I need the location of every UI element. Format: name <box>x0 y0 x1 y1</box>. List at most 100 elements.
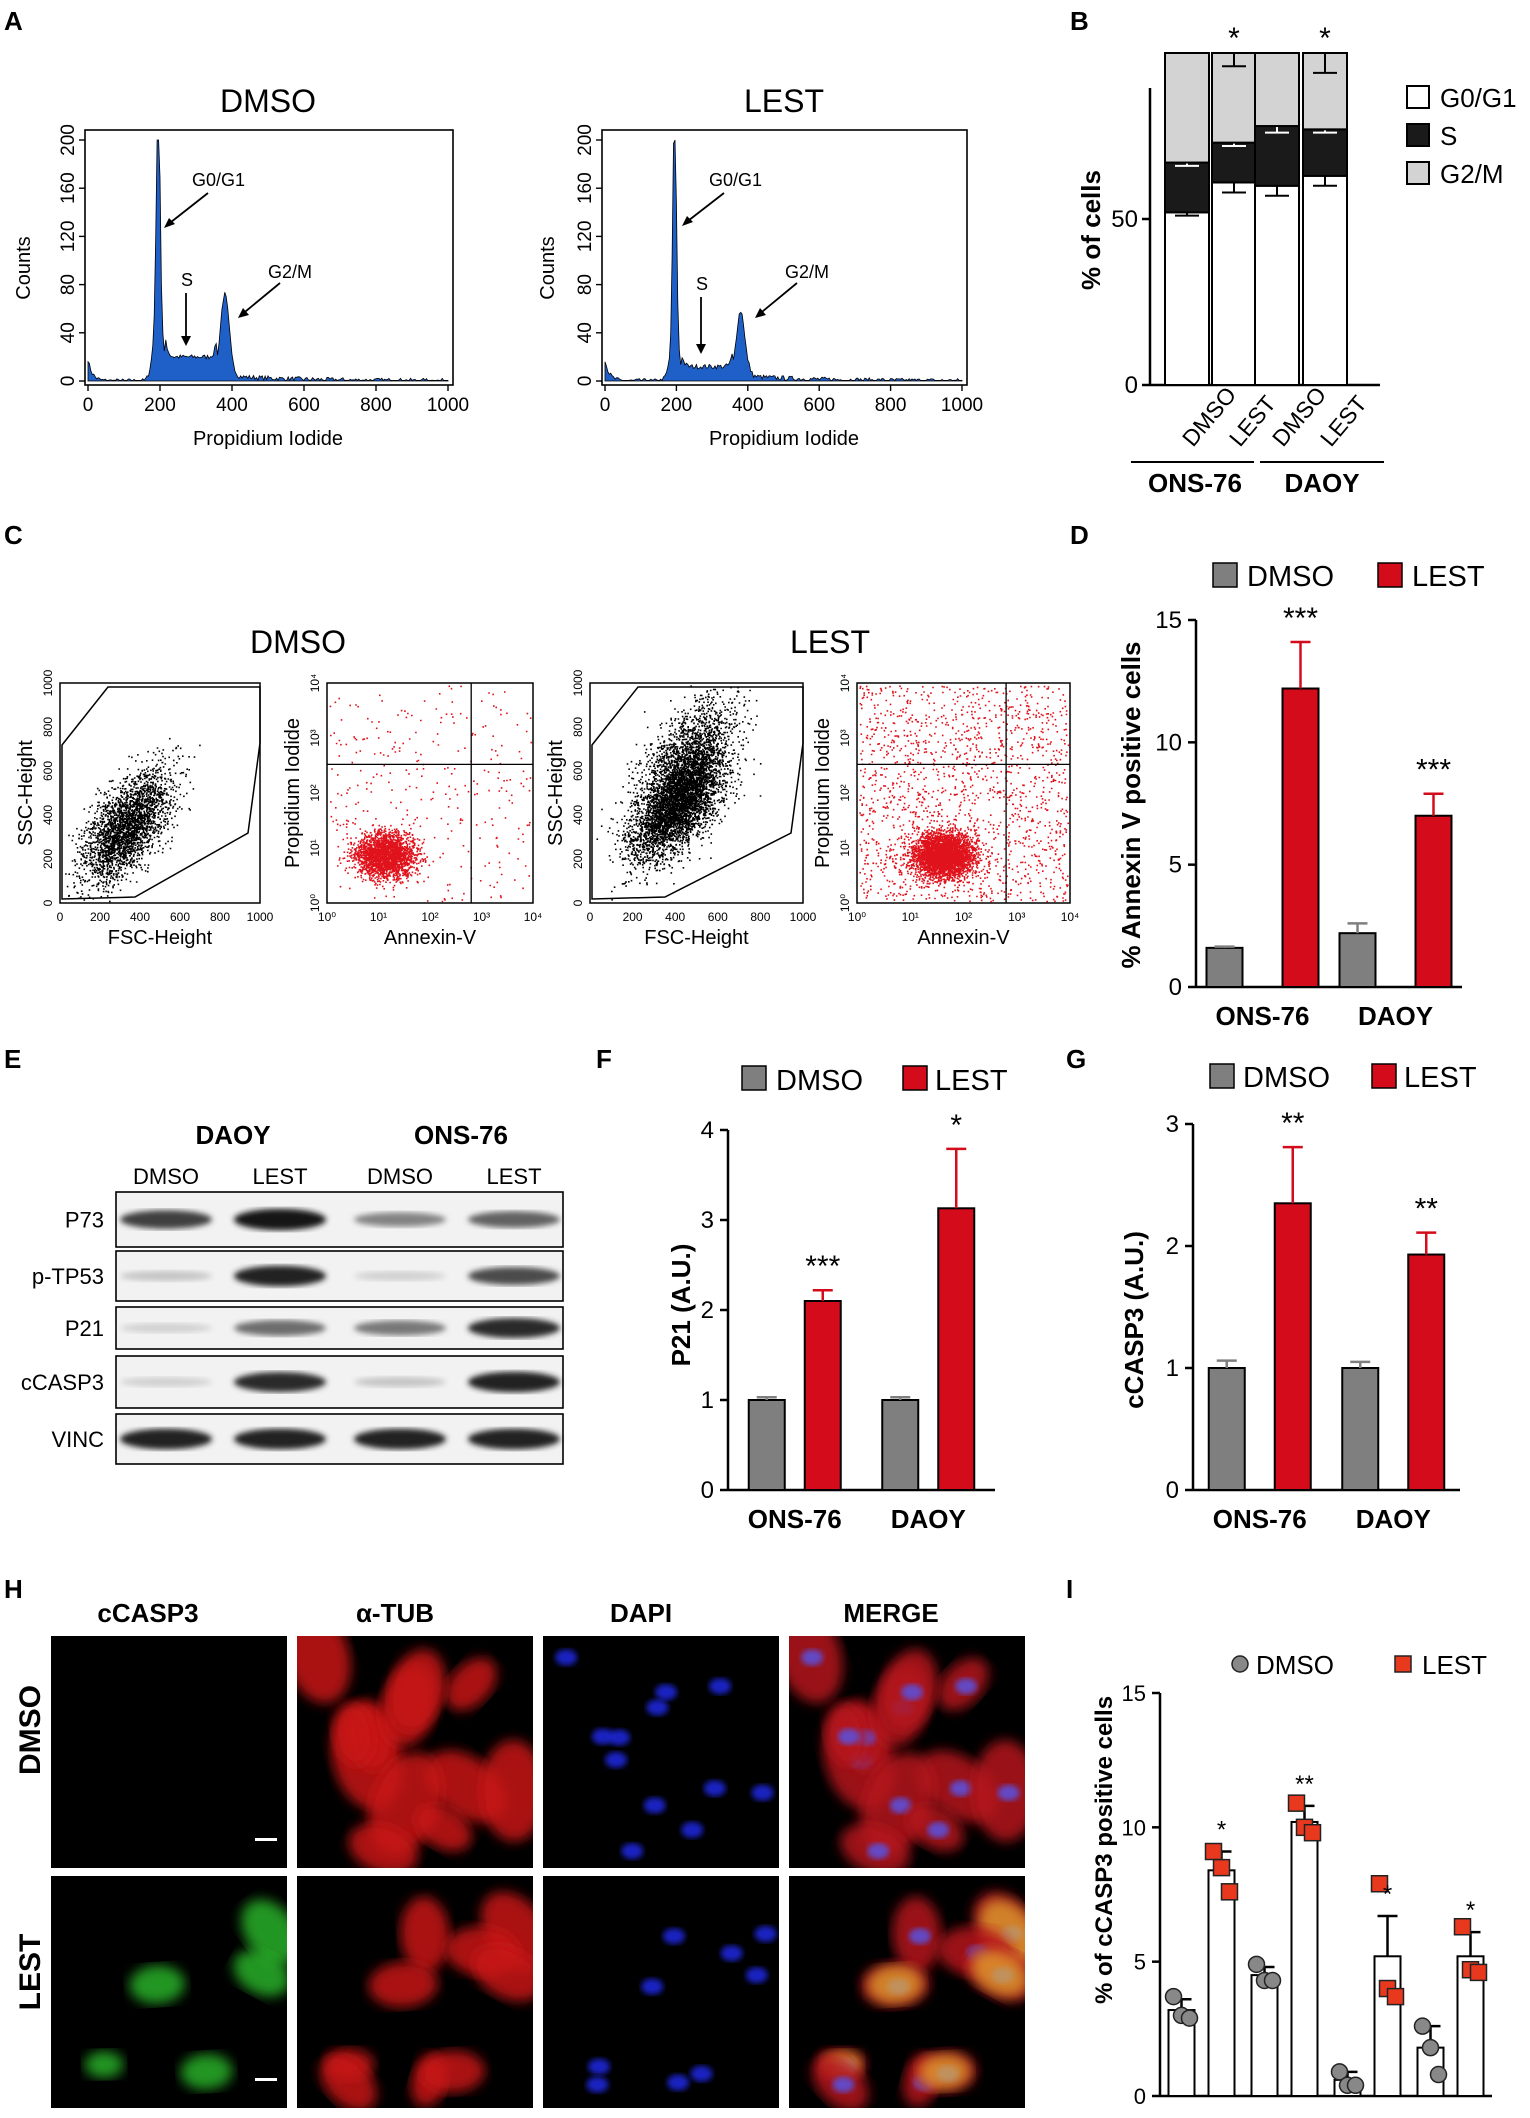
bar-lest <box>937 1207 976 1492</box>
x-tick-label: 400 <box>130 910 150 924</box>
histogram-dmso: 0 200 400 600 800 1000 0 40 80 120 160 200 <box>58 124 469 416</box>
image-content <box>555 1649 774 1860</box>
data-point-dmso <box>1413 2017 1432 2035</box>
cell-nucleus <box>955 1678 978 1695</box>
image-content <box>84 1899 287 2090</box>
category-label: D283 <box>1341 2114 1394 2118</box>
blot-row-label: VINC <box>51 1427 104 1452</box>
y-tick-label: 10⁴ <box>308 674 322 693</box>
y-tick-label: 10⁰ <box>308 894 322 912</box>
y-tick-label: 0 <box>701 1477 714 1504</box>
micro-col-ccasp3: cCASP3 <box>97 1598 198 1628</box>
category-label: ONS-76 <box>1162 2114 1241 2118</box>
micro-image-1-3 <box>789 1876 1025 2108</box>
blot-cellline-daoy: DAOY <box>195 1120 270 1150</box>
y-tick-label: 15 <box>1122 1681 1146 1706</box>
x-tick-label: 10¹ <box>370 910 387 924</box>
y-tick-label: 800 <box>41 717 55 737</box>
x-tick-label: 800 <box>210 910 230 924</box>
y-tick-label: 0 <box>1169 974 1182 1001</box>
x-tick-label: 10⁴ <box>1061 910 1080 924</box>
x-tick-label: 1000 <box>247 910 274 924</box>
panel-a: DMSO LEST 0 200 400 600 800 10000408012016020… <box>13 83 983 450</box>
y-tick-label: 200 <box>58 124 79 156</box>
y-tick-label: 600 <box>571 761 585 781</box>
chart-b-group-ons76: ONS-76 <box>1148 468 1242 498</box>
stack-g2m <box>1211 52 1257 144</box>
stack-s <box>1302 128 1348 177</box>
image-content <box>586 1925 777 2093</box>
stack-s <box>1211 141 1257 184</box>
hist-xlabel-dmso: Propidium Iodide <box>193 428 343 450</box>
cell-ccasp3 <box>867 1965 923 2004</box>
legend-f-lest: LEST <box>935 1065 1008 1097</box>
significance-mark: *** <box>805 1250 840 1283</box>
y-tick-label: 3 <box>701 1207 714 1234</box>
hist-ylabel-dmso: Counts <box>13 236 35 299</box>
y-tick-label: 10 <box>1122 1815 1146 1840</box>
y-tick-label: 1000 <box>41 669 55 696</box>
panel-e: DAOY ONS-76 DMSO LEST DMSO LEST P73 p-TP53 P21… <box>21 1120 564 1465</box>
y-tick-label: 1000 <box>571 669 585 696</box>
bar-lest <box>1373 1955 1402 2097</box>
cell-nucleus <box>667 2074 690 2091</box>
y-tick-label: 0 <box>1134 2084 1146 2109</box>
panel-label-e: E <box>4 1044 21 1074</box>
stack-g0g1 <box>1164 211 1210 386</box>
x-tick-label: 600 <box>803 395 835 416</box>
cell-nucleus <box>591 1728 614 1745</box>
annot-g2m-dmso: G2/M <box>268 262 312 282</box>
annot-g2m-lest: G2/M <box>785 262 829 282</box>
cell-nucleus <box>681 1821 704 1838</box>
bar-dmso <box>881 1399 920 1491</box>
blot-band <box>120 1270 212 1282</box>
cell-nucleus <box>555 1649 578 1666</box>
micro-image-0-1 <box>297 1636 533 1868</box>
stack-g2m <box>1164 52 1210 164</box>
y-tick-label: 120 <box>58 221 79 253</box>
category-label: DAOY <box>891 1504 966 1534</box>
x-tick-label: 200 <box>623 910 643 924</box>
image-content <box>812 1891 1025 2108</box>
panel-h: cCASP3 α-TUB DAPI MERGE DMSO LEST <box>14 1598 1025 2108</box>
x-tick-label: 800 <box>360 395 392 416</box>
category-label: ONS-76 <box>748 1504 842 1534</box>
x-tick-label: 0 <box>587 910 594 924</box>
panel-d: 0 5 10 15 ONS-76 *** DAOY *** % Annexin V posit… <box>1116 561 1485 1031</box>
annexin-bar-chart: 0 5 10 15 ONS-76 *** DAOY *** <box>1155 602 1462 1031</box>
micro-image-0-0 <box>51 1636 287 1868</box>
data-point-lest <box>1212 1858 1231 1877</box>
micro-image-0-2 <box>543 1636 779 1868</box>
data-point-dmso <box>1429 2065 1448 2084</box>
blot-cellline-ons76: ONS-76 <box>414 1120 508 1150</box>
y-tick-label: 10² <box>308 784 322 801</box>
cell-tubulin <box>472 1945 533 2002</box>
y-tick-label: 1 <box>701 1387 714 1414</box>
blot-row-label: P73 <box>65 1208 104 1233</box>
y-tick-label: 10⁰ <box>838 894 852 912</box>
cell-ccasp3 <box>180 2053 233 2090</box>
cell-nucleus <box>646 1699 669 1716</box>
y-tick-label: 0 <box>58 376 79 387</box>
blot-band <box>120 1377 212 1387</box>
cell-nucleus <box>608 1729 631 1746</box>
x-tick-label: 1000 <box>790 910 817 924</box>
scale-bar <box>255 2078 277 2081</box>
data-point-lest <box>1386 1987 1405 2006</box>
significance-mark: * <box>1466 1897 1475 1924</box>
bar-lest <box>1207 1869 1236 2097</box>
blot-band <box>354 1212 446 1227</box>
significance-mark: ** <box>1415 1193 1439 1226</box>
cell-tubulin <box>445 1657 497 1711</box>
western-blot: DMSO LEST DMSO LEST P73 p-TP53 P21 cCASP3 VINC <box>21 1164 564 1465</box>
cell-nucleus <box>949 1780 972 1797</box>
x-tick-label: 0 <box>83 395 94 416</box>
category-label: DAOY <box>1356 1504 1431 1534</box>
cell-tubulin <box>320 2054 377 2108</box>
x-tick-label: 10⁰ <box>848 910 866 924</box>
cell-nucleus <box>837 1728 860 1745</box>
data-point-lest <box>1370 1875 1389 1893</box>
y-tick-label: 10¹ <box>838 839 852 856</box>
